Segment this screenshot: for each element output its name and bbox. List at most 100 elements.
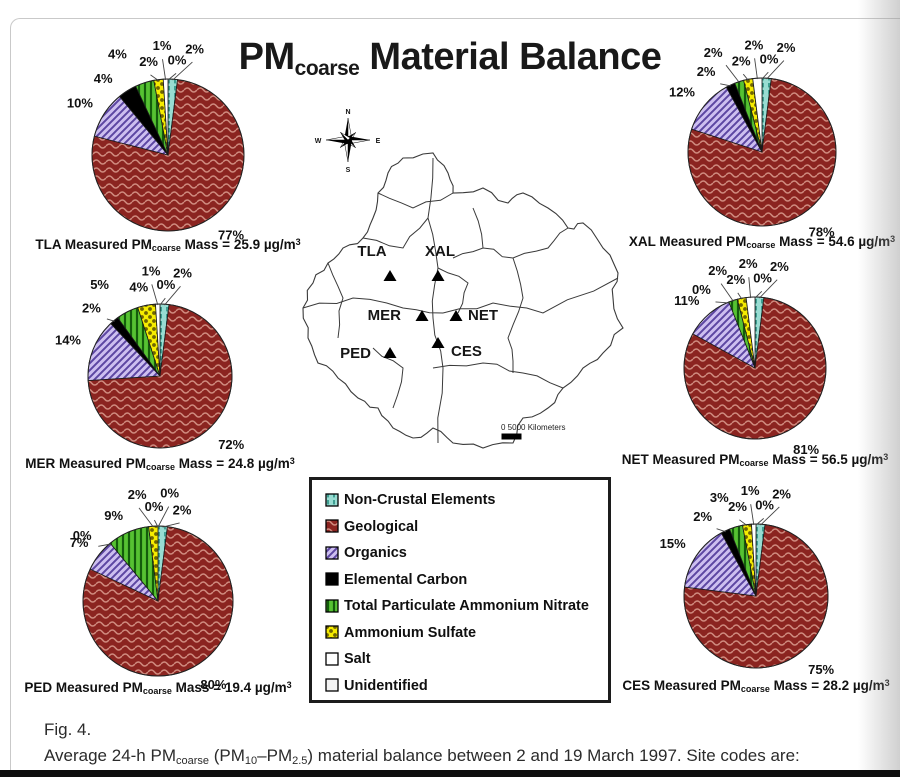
site-marker-tla xyxy=(383,270,397,281)
site-marker-ped xyxy=(383,347,397,358)
geological-swatch-icon xyxy=(325,519,339,533)
site-marker-mer xyxy=(415,310,429,321)
legend-item-label: Total Particulate Ammonium Nitrate xyxy=(344,598,589,615)
mass-unit: µg/m xyxy=(849,678,885,693)
pie-caption-ces: CES Measured PMcoarse Mass = 28.2 µg/m3 xyxy=(586,678,900,694)
pm-subscript: coarse xyxy=(746,240,776,250)
compass-n-label: N xyxy=(345,109,350,116)
site-code: NET xyxy=(621,452,649,467)
figure-caption: Average 24-h PMcoarse (PM10–PM2.5) mater… xyxy=(44,746,800,767)
title-rest: Material Balance xyxy=(359,36,662,78)
site-code: TLA xyxy=(35,237,62,252)
mass-label: Mass = xyxy=(775,234,829,249)
mass-label: Mass = xyxy=(175,456,228,471)
caption-text: (PM xyxy=(209,746,245,765)
unidentified-swatch-icon xyxy=(325,678,339,692)
measured-label: Measured PM xyxy=(650,678,741,693)
site-label-net: NET xyxy=(468,307,498,324)
legend-item-label: Unidentified xyxy=(344,677,428,694)
mass-unit-exponent: 3 xyxy=(295,237,301,247)
legend-item-organics: Organics xyxy=(325,540,608,567)
legend-item-label: Ammonium Sulfate xyxy=(344,624,477,641)
map-district-line xyxy=(302,297,444,314)
legend-item-salt: Salt xyxy=(325,646,608,673)
pm-subscript: coarse xyxy=(146,462,176,472)
legend-item-label: Non-Crustal Elements xyxy=(344,492,496,509)
legend-item-sulfate: Ammonium Sulfate xyxy=(325,620,608,647)
map-district-line xyxy=(437,267,469,314)
pm-subscript: coarse xyxy=(740,684,770,694)
legend: Non-Crustal Elements Geological Organics El… xyxy=(309,477,611,703)
caption-subscript: 10 xyxy=(244,755,258,767)
map-district-line xyxy=(427,157,444,444)
mass-label: Mass = xyxy=(180,237,234,252)
mass-unit: µg/m xyxy=(254,456,290,471)
map-district-line xyxy=(507,257,524,373)
sulfate-swatch-icon xyxy=(325,625,339,639)
measured-label: Measured PM xyxy=(61,237,152,252)
page-edge-shadow xyxy=(858,0,900,770)
pm-subscript: coarse xyxy=(142,686,172,696)
pie-caption-xal: XAL Measured PMcoarse Mass = 54.6 µg/m3 xyxy=(592,234,900,250)
mass-value: 25.9 xyxy=(233,237,261,252)
map-district-line xyxy=(327,262,344,339)
legend-item-unidentified: Unidentified xyxy=(325,673,608,700)
mass-unit: µg/m xyxy=(848,452,883,467)
legend-item-nitrate: Total Particulate Ammonium Nitrate xyxy=(325,593,608,620)
map-district-line xyxy=(362,217,429,249)
mass-label: Mass = xyxy=(768,452,822,467)
pie-caption-ped: PED Measured PMcoarse Mass = 19.4 µg/m3 xyxy=(0,680,328,696)
mass-unit: µg/m xyxy=(251,680,287,695)
mass-unit-exponent: 3 xyxy=(286,680,292,690)
map-scale-text: 0 5000 Kilometers xyxy=(501,423,565,432)
title-subscript: coarse xyxy=(294,57,360,80)
mass-value: 28.2 xyxy=(822,678,850,693)
compass-s-label: S xyxy=(346,167,351,174)
pm-subscript: coarse xyxy=(151,243,181,253)
site-label-tla: TLA xyxy=(357,243,386,260)
figure-title: PMcoarse Material Balance xyxy=(0,36,900,81)
caption-subscript: coarse xyxy=(175,755,210,767)
map-district-line xyxy=(472,207,484,249)
compass-e-label: E xyxy=(376,138,381,145)
legend-item-label: Geological xyxy=(344,518,419,535)
measured-label: Measured PM xyxy=(648,452,740,467)
mass-unit-exponent: 3 xyxy=(883,452,888,462)
mass-value: 19.4 xyxy=(224,680,252,695)
site-marker-xal xyxy=(431,270,445,281)
site-code: MER xyxy=(25,456,56,471)
mass-value: 54.6 xyxy=(828,234,855,249)
noncrustal-swatch-icon xyxy=(325,493,339,507)
legend-item-geological: Geological xyxy=(325,514,608,541)
caption-text: Average 24-h PM xyxy=(44,746,176,765)
pie-caption-mer: MER Measured PMcoarse Mass = 24.8 µg/m3 xyxy=(0,456,330,472)
mass-label: Mass = xyxy=(769,678,823,693)
legend-item-elemental: Elemental Carbon xyxy=(325,567,608,594)
legend-item-noncrustal: Non-Crustal Elements xyxy=(325,487,608,514)
site-marker-ces xyxy=(431,337,445,348)
caption-subscript: 2.5 xyxy=(292,755,308,767)
mass-unit-exponent: 3 xyxy=(885,678,890,688)
legend-item-label: Salt xyxy=(344,651,371,668)
map-scale-bar xyxy=(501,433,522,440)
mass-unit-exponent: 3 xyxy=(289,456,295,466)
map-district-line xyxy=(377,192,454,209)
pie-caption-net: NET Measured PMcoarse Mass = 56.5 µg/m3 xyxy=(585,452,900,468)
mass-label: Mass = xyxy=(171,680,225,695)
mass-unit: µg/m xyxy=(260,237,296,252)
measured-label: Measured PM xyxy=(52,680,143,695)
site-code: CES xyxy=(622,678,651,693)
site-map: N S E W TLA XAL MER NET PED CES 0 5000 Kilometers xyxy=(302,109,624,449)
site-marker-net xyxy=(449,310,463,321)
site-label-ped: PED xyxy=(340,345,371,362)
compass-rose: N S E W xyxy=(315,109,381,174)
pie-caption-tla: TLA Measured PMcoarse Mass = 25.9 µg/m3 xyxy=(0,237,338,253)
mass-value: 56.5 xyxy=(821,452,848,467)
site-label-ces: CES xyxy=(451,343,482,360)
nitrate-swatch-icon xyxy=(325,599,339,613)
title-pm: PM xyxy=(238,36,296,78)
measured-label: Measured PM xyxy=(655,234,747,249)
map-district-line xyxy=(432,362,564,389)
pm-subscript: coarse xyxy=(739,458,769,468)
